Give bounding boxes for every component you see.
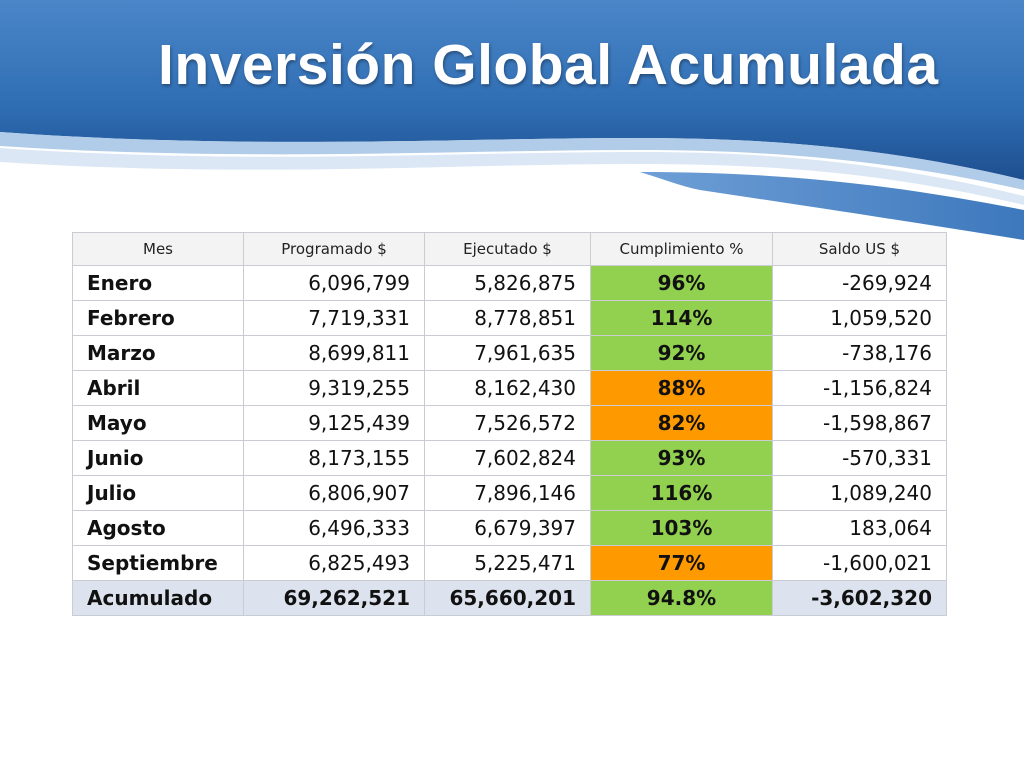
header-mes: Mes — [72, 232, 244, 266]
cell-cumplimiento: 88% — [590, 370, 773, 406]
cell-mes: Agosto — [72, 510, 244, 546]
cell-saldo: -3,602,320 — [772, 580, 947, 616]
header-cumplimiento: Cumplimiento % — [590, 232, 773, 266]
cell-saldo: -738,176 — [772, 335, 947, 371]
cell-mes: Mayo — [72, 405, 244, 441]
cell-ejecutado: 7,602,824 — [424, 440, 591, 476]
cell-ejecutado: 7,526,572 — [424, 405, 591, 441]
cell-cumplimiento: 116% — [590, 475, 773, 511]
cell-ejecutado: 7,896,146 — [424, 475, 591, 511]
cell-cumplimiento: 114% — [590, 300, 773, 336]
cell-mes: Septiembre — [72, 545, 244, 581]
cell-cumplimiento: 92% — [590, 335, 773, 371]
cell-mes: Marzo — [72, 335, 244, 371]
cell-ejecutado: 5,826,875 — [424, 265, 591, 301]
table-header-row: Mes Programado $ Ejecutado $ Cumplimient… — [72, 232, 947, 266]
cell-programado: 8,699,811 — [243, 335, 425, 371]
cell-ejecutado: 5,225,471 — [424, 545, 591, 581]
table-row: Julio 6,806,907 7,896,146 116% 1,089,240 — [72, 475, 947, 511]
slide-title: Inversión Global Acumulada — [158, 33, 939, 97]
cell-ejecutado: 7,961,635 — [424, 335, 591, 371]
cell-programado: 6,096,799 — [243, 265, 425, 301]
header-programado: Programado $ — [243, 232, 425, 266]
header-saldo: Saldo US $ — [772, 232, 947, 266]
table-row: Marzo 8,699,811 7,961,635 92% -738,176 — [72, 335, 947, 371]
cell-ejecutado: 6,679,397 — [424, 510, 591, 546]
cell-saldo: -269,924 — [772, 265, 947, 301]
cell-programado: 8,173,155 — [243, 440, 425, 476]
cell-saldo: -1,156,824 — [772, 370, 947, 406]
cell-saldo: -1,600,021 — [772, 545, 947, 581]
cell-cumplimiento: 94.8% — [590, 580, 773, 616]
cell-mes: Julio — [72, 475, 244, 511]
table-row: Febrero 7,719,331 8,778,851 114% 1,059,520 — [72, 300, 947, 336]
table-row: Septiembre 6,825,493 5,225,471 77% -1,600,02… — [72, 545, 947, 581]
investment-table: Mes Programado $ Ejecutado $ Cumplimient… — [72, 232, 947, 616]
cell-mes: Junio — [72, 440, 244, 476]
cell-programado: 6,825,493 — [243, 545, 425, 581]
cell-programado: 69,262,521 — [243, 580, 425, 616]
cell-saldo: 183,064 — [772, 510, 947, 546]
cell-saldo: 1,059,520 — [772, 300, 947, 336]
cell-mes: Abril — [72, 370, 244, 406]
table-row: Abril 9,319,255 8,162,430 88% -1,156,824 — [72, 370, 947, 406]
cell-ejecutado: 65,660,201 — [424, 580, 591, 616]
cell-saldo: -570,331 — [772, 440, 947, 476]
cell-programado: 9,319,255 — [243, 370, 425, 406]
table-total-row: Acumulado 69,262,521 65,660,201 94.8% -3,602… — [72, 580, 947, 616]
cell-programado: 6,806,907 — [243, 475, 425, 511]
header-banner: Inversión Global Acumulada — [0, 0, 1024, 245]
cell-programado: 7,719,331 — [243, 300, 425, 336]
cell-cumplimiento: 96% — [590, 265, 773, 301]
cell-programado: 9,125,439 — [243, 405, 425, 441]
table-row: Enero 6,096,799 5,826,875 96% -269,924 — [72, 265, 947, 301]
cell-programado: 6,496,333 — [243, 510, 425, 546]
cell-cumplimiento: 93% — [590, 440, 773, 476]
cell-mes: Enero — [72, 265, 244, 301]
cell-mes: Acumulado — [72, 580, 244, 616]
cell-cumplimiento: 103% — [590, 510, 773, 546]
table-body: Enero 6,096,799 5,826,875 96% -269,924 Febrer… — [72, 265, 947, 616]
cell-mes: Febrero — [72, 300, 244, 336]
cell-cumplimiento: 82% — [590, 405, 773, 441]
cell-saldo: -1,598,867 — [772, 405, 947, 441]
table-row: Mayo 9,125,439 7,526,572 82% -1,598,867 — [72, 405, 947, 441]
cell-ejecutado: 8,778,851 — [424, 300, 591, 336]
table-row: Agosto 6,496,333 6,679,397 103% 183,064 — [72, 510, 947, 546]
table-row: Junio 8,173,155 7,602,824 93% -570,331 — [72, 440, 947, 476]
wave-background — [0, 0, 1024, 240]
cell-saldo: 1,089,240 — [772, 475, 947, 511]
cell-ejecutado: 8,162,430 — [424, 370, 591, 406]
cell-cumplimiento: 77% — [590, 545, 773, 581]
header-ejecutado: Ejecutado $ — [424, 232, 591, 266]
